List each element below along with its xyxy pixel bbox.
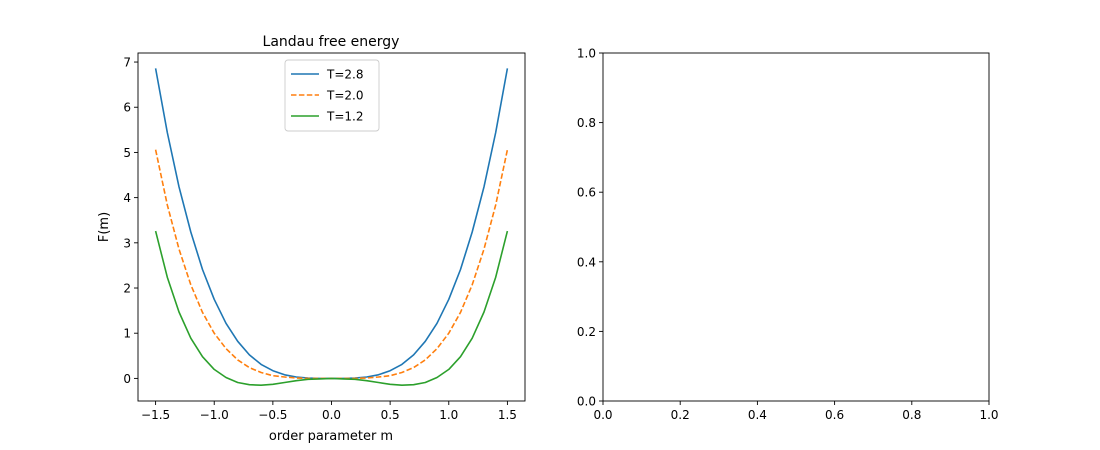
x-tick-label: −1.0 — [200, 408, 229, 422]
series-line — [154, 230, 509, 387]
y-axis-label: F(m) — [97, 212, 112, 242]
y-tick-label: 2 — [123, 282, 131, 296]
x-tick-label: 0.2 — [671, 408, 690, 422]
chart-title: Landau free energy — [263, 34, 400, 50]
y-ticks: 0 1 2 3 4 5 6 7 — [123, 56, 138, 386]
empty-axes: 0.0 0.2 0.4 0.6 0.8 1.0 0.0 0.2 0.4 0.6 0.8 1.0 — [577, 47, 999, 423]
y-tick-label: 0.0 — [577, 395, 596, 409]
series-line — [154, 149, 509, 380]
y-ticks: 0.0 0.2 0.4 0.6 0.8 1.0 — [577, 47, 603, 409]
x-tick-label: −1.5 — [141, 408, 170, 422]
legend-box — [284, 59, 380, 132]
x-tick-label: 1.0 — [439, 408, 458, 422]
series-lines — [154, 68, 509, 387]
x-ticks: 0.0 0.2 0.4 0.6 0.8 1.0 — [593, 401, 999, 422]
y-tick-label: 5 — [123, 146, 131, 160]
y-tick-label: 0.2 — [577, 325, 596, 339]
x-axis-label: order parameter m — [269, 429, 393, 444]
x-tick-label: 1.5 — [498, 408, 517, 422]
x-tick-label: −0.5 — [258, 408, 287, 422]
x-tick-label: 0.4 — [748, 408, 767, 422]
x-tick-label: 0.6 — [825, 408, 844, 422]
y-tick-label: 0 — [123, 372, 131, 386]
y-tick-label: 1.0 — [577, 47, 596, 61]
x-tick-label: 1.0 — [979, 408, 998, 422]
y-tick-label: 1 — [123, 327, 131, 341]
y-tick-label: 0.6 — [577, 186, 596, 200]
free-energy-axes: Landau free energy −1.5 −1.0 −0.5 0.0 0.5 1.0… — [97, 34, 526, 444]
y-tick-label: 4 — [123, 191, 131, 205]
x-tick-label: 0.8 — [902, 408, 921, 422]
plot-frame-right — [602, 52, 990, 402]
x-ticks: −1.5 −1.0 −0.5 0.0 0.5 1.0 1.5 — [141, 401, 517, 422]
x-tick-label: 0.5 — [381, 408, 400, 422]
x-tick-label: 0.0 — [322, 408, 341, 422]
y-tick-label: 7 — [123, 56, 131, 70]
y-tick-label: 6 — [123, 101, 131, 115]
legend-label: T=1.2 — [326, 110, 363, 124]
legend-label: T=2.8 — [326, 68, 363, 82]
y-tick-label: 0.8 — [577, 116, 596, 130]
y-tick-label: 0.4 — [577, 255, 596, 269]
legend: T=2.8 T=2.0 T=1.2 — [284, 59, 380, 132]
x-tick-label: 0.0 — [593, 408, 612, 422]
legend-label: T=2.0 — [326, 89, 363, 103]
y-tick-label: 3 — [123, 236, 131, 250]
